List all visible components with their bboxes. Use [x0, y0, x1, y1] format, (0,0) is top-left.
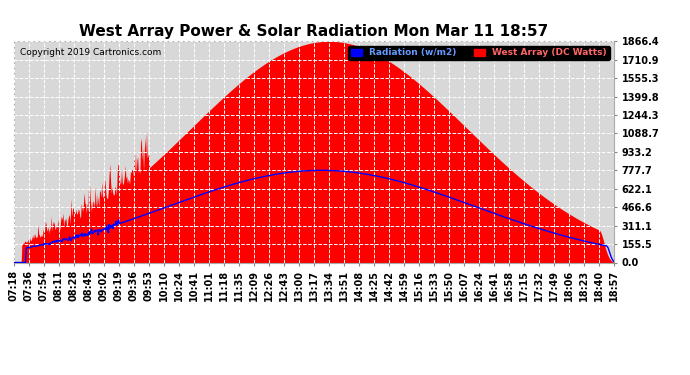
Text: Copyright 2019 Cartronics.com: Copyright 2019 Cartronics.com — [20, 48, 161, 57]
Legend: Radiation (w/m2), West Array (DC Watts): Radiation (w/m2), West Array (DC Watts) — [348, 46, 609, 60]
Title: West Array Power & Solar Radiation Mon Mar 11 18:57: West Array Power & Solar Radiation Mon M… — [79, 24, 549, 39]
